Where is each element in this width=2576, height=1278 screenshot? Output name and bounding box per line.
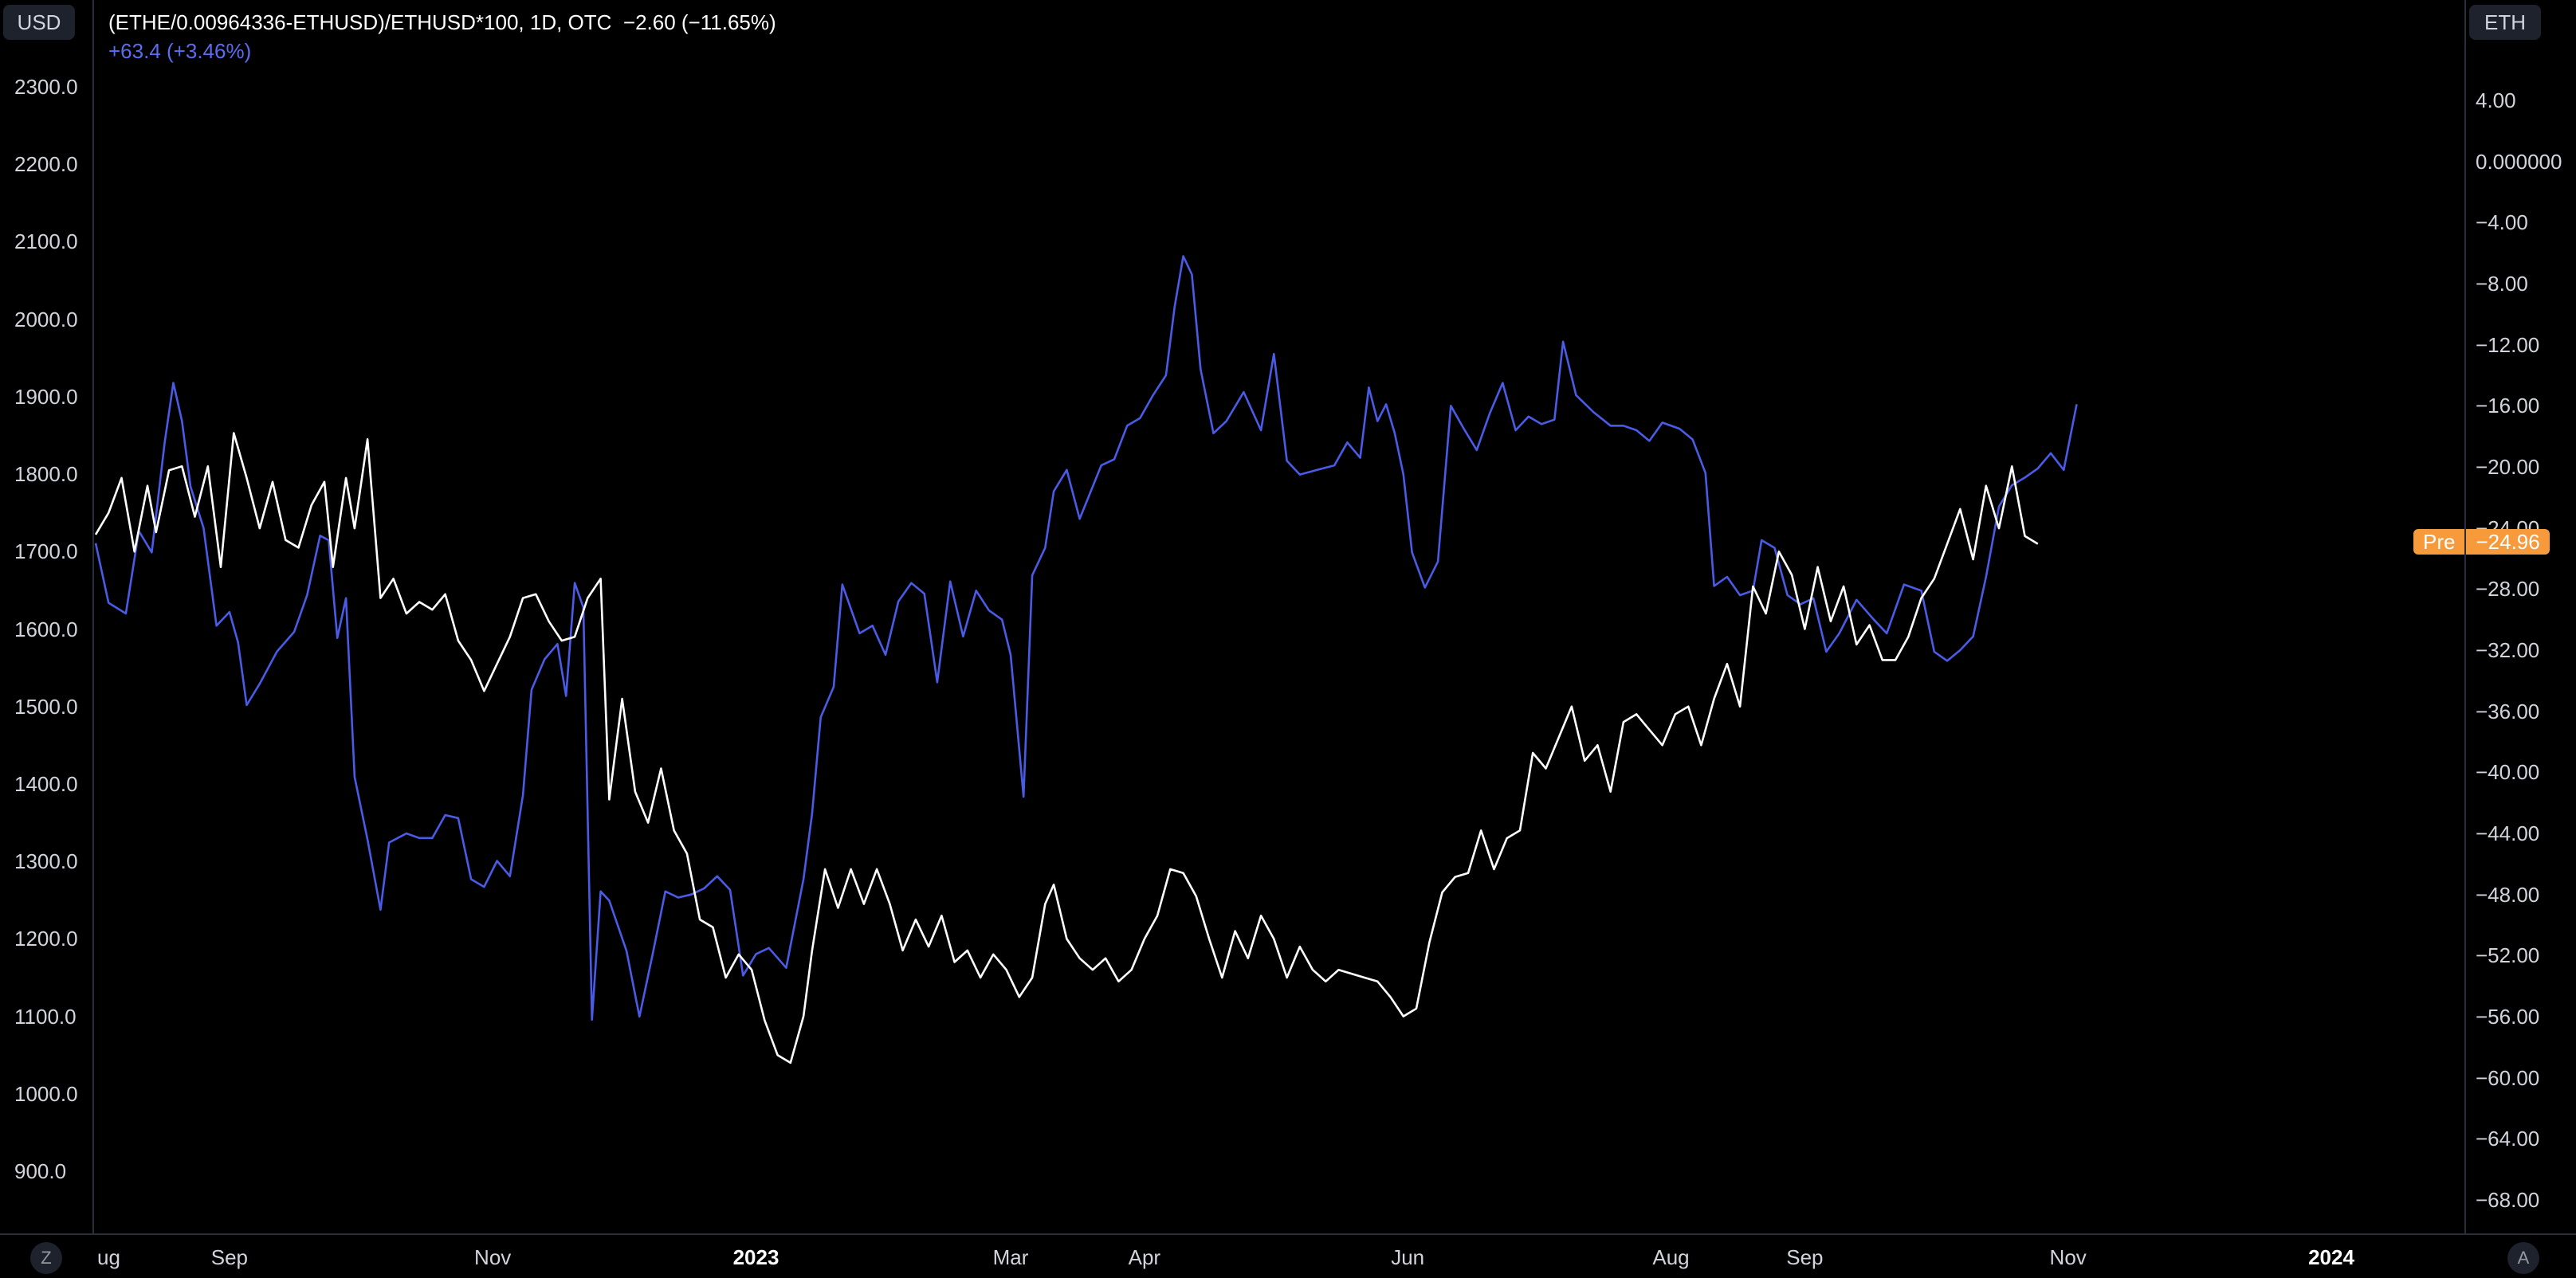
time-axis-tick: Jun xyxy=(1391,1245,1425,1269)
left-axis-tick: 1400.0 xyxy=(14,771,78,796)
left-axis-tick: 1300.0 xyxy=(14,849,78,874)
left-axis-tick: 1200.0 xyxy=(14,927,78,951)
right-axis-separator xyxy=(2464,0,2466,1233)
time-axis-tick: Sep xyxy=(210,1245,248,1269)
left-axis-tick: 1700.0 xyxy=(14,539,78,564)
right-axis-tick: −40.00 xyxy=(2476,760,2540,785)
badge-value: −24.96 xyxy=(2466,529,2550,555)
time-axis-tick: Mar xyxy=(992,1245,1029,1269)
time-axis-tick: Sep xyxy=(1786,1245,1824,1269)
legend-series2[interactable]: +63.4 (+3.46%) xyxy=(108,37,776,65)
time-axis-tick: ug xyxy=(97,1245,120,1269)
right-axis-tick: −52.00 xyxy=(2476,943,2540,968)
legend-series2-change: +63.4 (+3.46%) xyxy=(108,39,252,63)
left-axis-tick: 1600.0 xyxy=(14,617,78,641)
right-axis-tick: −4.00 xyxy=(2476,210,2528,235)
right-axis-tick: −28.00 xyxy=(2476,577,2540,602)
right-axis-tick: −32.00 xyxy=(2476,638,2540,662)
right-axis-tick: −36.00 xyxy=(2476,699,2540,723)
right-axis-tick: −68.00 xyxy=(2476,1188,2540,1212)
blue-series-layer xyxy=(94,255,2078,1021)
left-axis-tick: 1900.0 xyxy=(14,384,78,409)
zoom-reset-button[interactable]: Z xyxy=(30,1242,62,1274)
right-currency-button[interactable]: ETH xyxy=(2469,5,2541,40)
left-axis-tick: 1000.0 xyxy=(14,1081,78,1106)
legend-series1-change: −2.60 (−11.65%) xyxy=(622,10,776,34)
right-axis-tick: −60.00 xyxy=(2476,1065,2540,1090)
time-axis-tick: Apr xyxy=(1128,1245,1161,1269)
legend-series1[interactable]: (ETHE/0.00964336-ETHUSD)/ETHUSD*100, 1D,… xyxy=(108,8,776,37)
badge-label: Pre xyxy=(2413,529,2465,555)
left-axis-separator xyxy=(92,0,94,1233)
left-axis-tick: 2100.0 xyxy=(14,229,78,254)
right-axis-tick: −12.00 xyxy=(2476,332,2540,357)
time-axis-tick: Nov xyxy=(2049,1245,2087,1269)
legend-series1-title: (ETHE/0.00964336-ETHUSD)/ETHUSD*100, 1D,… xyxy=(108,10,612,34)
left-axis-tick: 1100.0 xyxy=(14,1004,77,1029)
left-axis-tick: 900.0 xyxy=(14,1159,67,1183)
left-axis-tick: 2200.0 xyxy=(14,152,78,177)
time-axis-tick: Aug xyxy=(1652,1245,1690,1269)
right-axis-tick: −20.00 xyxy=(2476,455,2540,479)
time-axis-tick: 2024 xyxy=(2308,1245,2354,1269)
right-axis-tick: −56.00 xyxy=(2476,1005,2540,1029)
left-axis-tick: 2000.0 xyxy=(14,307,78,331)
right-axis-tick: −8.00 xyxy=(2476,272,2528,296)
last-value-badge: Pre −24.96 xyxy=(2413,529,2550,555)
white-series-line[interactable] xyxy=(94,432,2039,1064)
time-axis-separator xyxy=(0,1233,2576,1235)
left-axis-tick: 1500.0 xyxy=(14,694,78,719)
left-axis-tick: 2300.0 xyxy=(14,75,78,99)
left-currency-button[interactable]: USD xyxy=(3,5,75,40)
right-axis-tick: −16.00 xyxy=(2476,394,2540,418)
auto-scale-button[interactable]: A xyxy=(2507,1242,2539,1274)
time-axis-tick: 2023 xyxy=(732,1245,779,1269)
right-axis-tick: −44.00 xyxy=(2476,821,2540,845)
blue-series-line[interactable] xyxy=(94,255,2078,1021)
right-axis-tick: 0.000000 xyxy=(2476,149,2562,174)
right-axis-tick: −48.00 xyxy=(2476,882,2540,907)
chart-legend: (ETHE/0.00964336-ETHUSD)/ETHUSD*100, 1D,… xyxy=(108,8,776,65)
right-axis-tick: 4.00 xyxy=(2476,88,2516,112)
white-series-layer xyxy=(94,432,2039,1064)
time-axis-tick: Nov xyxy=(474,1245,512,1269)
right-axis-tick: −64.00 xyxy=(2476,1127,2540,1151)
left-axis-tick: 1800.0 xyxy=(14,462,78,487)
